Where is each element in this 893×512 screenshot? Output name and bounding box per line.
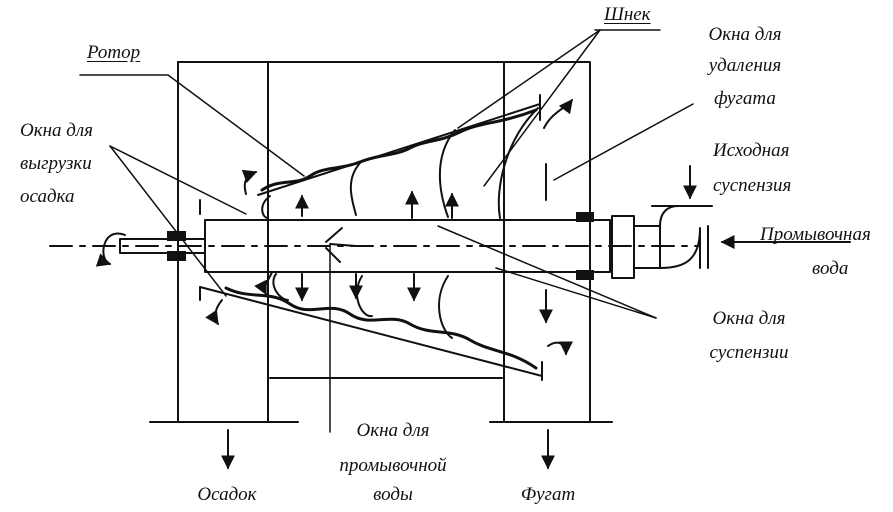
housing-frame [149, 61, 613, 423]
label-okna-suspenzii-2: суспензии [709, 342, 789, 363]
label-iskhodnaya-2: суспензия [713, 175, 792, 196]
label-okna-fugat-3: фугата [714, 88, 776, 109]
label-okna-promyv-3: воды [373, 484, 413, 505]
label-fugat: Фугат [520, 484, 576, 505]
label-okna-fugat-2: удаления [708, 55, 782, 76]
label-okna-promyv-1: Окна для [356, 420, 430, 441]
screw-turns [261, 107, 539, 339]
label-okna-vygruzki-3: осадка [20, 186, 75, 207]
label-shnek: Шнек [604, 4, 651, 25]
label-promyvochnaya-1: Промывочная [760, 224, 871, 245]
rotation-arrow [95, 232, 126, 267]
label-okna-suspenzii-1: Окна для [712, 308, 786, 329]
leader-lines [79, 29, 694, 433]
label-okna-vygruzki-2: выгрузки [20, 153, 92, 174]
flow-arrows [205, 98, 851, 470]
label-iskhodnaya-1: Исходная [713, 140, 790, 161]
central-shaft [49, 219, 701, 273]
bearings [167, 212, 594, 280]
label-rotor: Ротор [87, 42, 141, 63]
label-promyvochnaya-2: вода [812, 258, 849, 279]
feed-pipe [611, 205, 713, 279]
label-osadok: Осадок [197, 484, 257, 505]
label-okna-vygruzki-1: Окна для [20, 120, 94, 141]
label-okna-promyv-2: промывочной [339, 455, 447, 476]
rotor-cone [199, 94, 543, 381]
label-okna-fugat-1: Окна для [708, 24, 782, 45]
